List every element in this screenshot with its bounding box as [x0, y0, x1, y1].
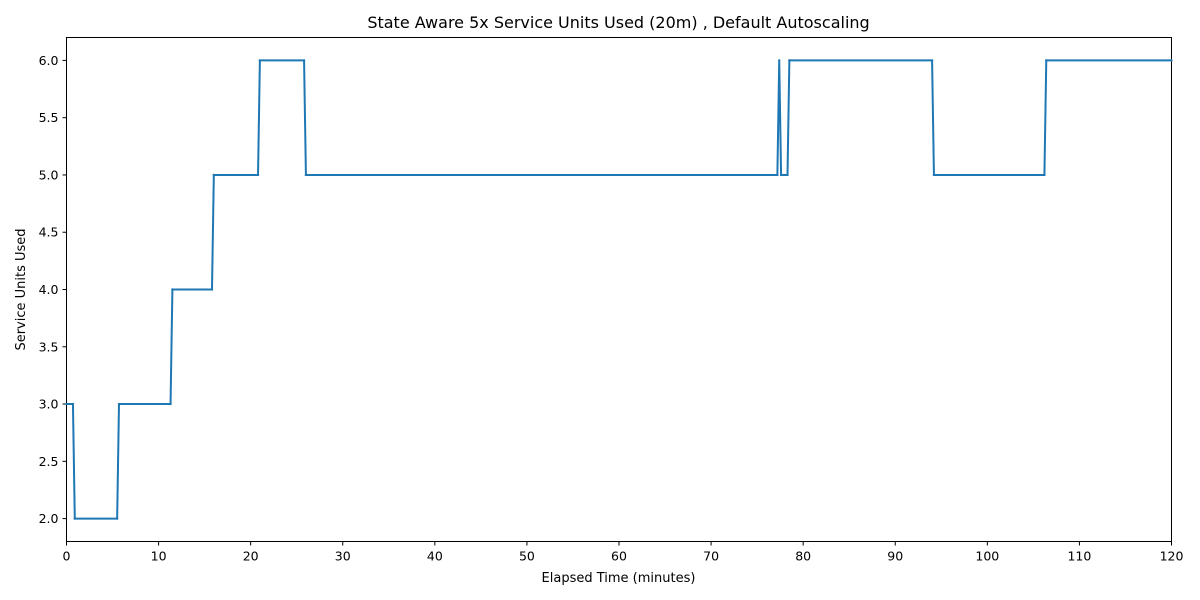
x-axis-label: Elapsed Time (minutes): [542, 571, 696, 586]
y-tick-label: 2.5: [39, 454, 59, 469]
data-point: [776, 173, 779, 177]
y-tick-label: 5.5: [39, 110, 59, 125]
x-tick-label: 110: [1067, 549, 1091, 564]
x-tick-label: 60: [611, 549, 627, 564]
data-point: [930, 59, 934, 62]
y-axis-label: Service Units Used: [14, 228, 29, 350]
data-point: [169, 402, 172, 406]
data-point: [304, 173, 308, 177]
data-point: [788, 59, 791, 62]
x-tick-label: 50: [519, 549, 535, 564]
data-point: [73, 517, 76, 520]
x-tick-label: 40: [427, 549, 443, 564]
x-tick-label: 30: [335, 549, 351, 564]
data-point: [1045, 59, 1048, 62]
x-tick-label: 100: [975, 549, 999, 564]
data-point: [779, 173, 783, 177]
x-tick-label: 20: [243, 549, 259, 564]
data-point: [171, 288, 174, 291]
data-point: [778, 59, 781, 62]
data-point: [210, 288, 214, 291]
y-tick-label: 4.5: [39, 225, 59, 240]
data-point: [1170, 59, 1173, 62]
data-point: [258, 59, 262, 62]
data-point: [71, 402, 75, 406]
series-line: [66, 59, 1172, 520]
x-tick-label: 0: [63, 549, 71, 564]
plot-frame: [66, 37, 1172, 542]
y-tick-label: 4.0: [39, 282, 59, 297]
data-point: [786, 173, 789, 177]
plot-area: [66, 37, 1172, 542]
x-tick-label: 90: [887, 549, 903, 564]
x-tick-label: 10: [151, 549, 167, 564]
data-point: [212, 173, 216, 177]
x-axis: 0 10 20 30 40 50 60 70 80 90 100 110 120: [63, 541, 1184, 564]
data-point: [65, 402, 68, 406]
series-layer: [65, 59, 1173, 520]
data-point: [782, 173, 786, 177]
data-point: [302, 59, 306, 62]
x-tick-label: 70: [703, 549, 719, 564]
data-point: [256, 173, 260, 177]
y-tick-label: 6.0: [39, 53, 59, 68]
y-tick-label: 5.0: [39, 167, 59, 182]
data-point: [1043, 173, 1046, 177]
data-point: [932, 173, 936, 177]
y-tick-label: 3.5: [39, 339, 59, 354]
y-axis: 2.0 2.5 3.0 3.5 4.0 4.5 5.0 5.5 6.0: [39, 53, 67, 526]
x-tick-label: 120: [1160, 549, 1184, 564]
x-tick-label: 80: [795, 549, 811, 564]
y-tick-label: 3.0: [39, 397, 59, 412]
data-point: [117, 402, 121, 406]
data-point: [115, 517, 119, 520]
chart-title: State Aware 5x Service Units Used (20m) …: [367, 13, 869, 32]
y-tick-label: 2.0: [39, 511, 59, 526]
